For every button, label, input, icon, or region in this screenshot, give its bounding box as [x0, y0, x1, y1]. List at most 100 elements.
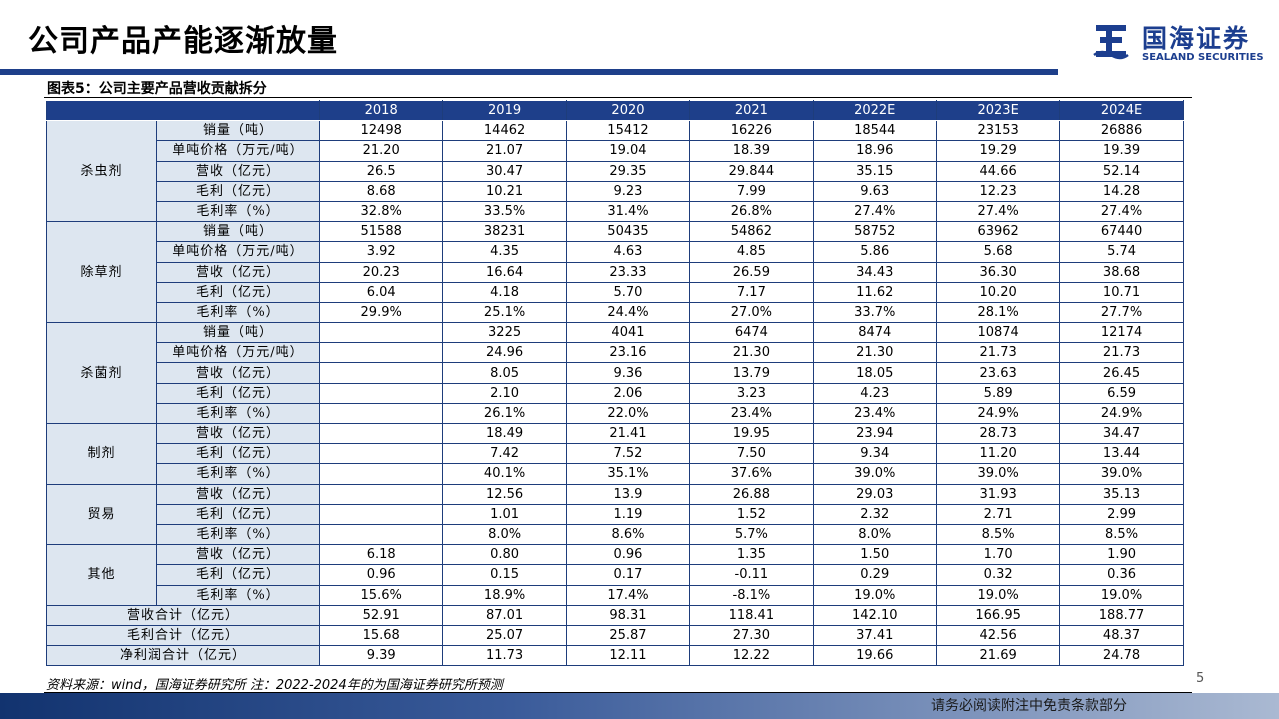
value-cell	[318, 402, 444, 425]
value-cell: 19.95	[689, 422, 814, 445]
value-cell: 0.32	[935, 564, 1061, 586]
value-cell: 25.1%	[442, 301, 567, 324]
value-cell: 7.99	[689, 180, 814, 202]
total-row: 毛利合计（亿元） 15.68 25.07 25.87 27.30 37.41 42.56 48…	[46, 624, 1184, 647]
table-row: 毛利（亿元） 2.10 2.06 3.23 4.23 5.89 6.59	[47, 382, 1184, 404]
value-cell: 0.96	[565, 544, 691, 566]
value-cell: 5.89	[935, 382, 1061, 404]
value-cell: 12174	[1059, 322, 1184, 344]
metric-label: 销量（吨）	[156, 322, 320, 344]
value-cell: 30.47	[442, 160, 567, 182]
table-row: 毛利（亿元） 1.01 1.19 1.52 2.32 2.71 2.99	[47, 503, 1184, 525]
table-row: 单吨价格（万元/吨） 21.20 21.07 19.04 18.39 18.96 19.29…	[47, 140, 1184, 162]
value-cell: 12498	[318, 120, 444, 142]
total-value-cell: 11.73	[442, 645, 567, 667]
value-cell: 33.5%	[442, 200, 567, 223]
metric-label: 营收（亿元）	[156, 544, 320, 566]
value-cell: 35.13	[1059, 483, 1184, 505]
value-cell: 13.9	[565, 483, 691, 505]
value-cell: 54862	[689, 221, 814, 243]
value-cell: 29.9%	[318, 301, 444, 324]
value-cell: 28.1%	[935, 301, 1061, 324]
year-header: 2019	[442, 99, 567, 122]
total-value-cell: 188.77	[1059, 604, 1184, 626]
source-note: 资料来源：wind，国海证券研究所 注：2022-2024年的为国海证券研究所预…	[46, 678, 503, 693]
value-cell: 14462	[442, 120, 567, 142]
total-value-cell: 37.41	[812, 624, 937, 647]
value-cell: 5.86	[812, 241, 937, 263]
value-cell	[318, 342, 444, 364]
value-cell: 29.844	[689, 160, 814, 182]
metric-label: 毛利（亿元）	[156, 503, 320, 525]
value-cell	[318, 503, 444, 525]
metric-label: 毛利（亿元）	[156, 443, 320, 465]
metric-label: 营收（亿元）	[156, 422, 320, 445]
value-cell: 8.5%	[1059, 523, 1184, 546]
metric-label: 毛利率（%）	[156, 402, 320, 425]
caption-divider	[44, 97, 1192, 98]
value-cell: 9.34	[812, 443, 937, 465]
year-header: 2018	[318, 99, 444, 122]
table-row: 毛利（亿元） 6.04 4.18 5.70 7.17 11.62 10.20 10.71	[47, 281, 1184, 303]
value-cell: -0.11	[689, 564, 814, 586]
value-cell: 19.0%	[1059, 584, 1184, 606]
year-header: 2024E	[1059, 99, 1184, 122]
value-cell: 39.0%	[935, 463, 1061, 485]
total-value-cell: 42.56	[935, 624, 1061, 647]
value-cell: 33.7%	[812, 301, 937, 324]
table-row: 毛利（亿元） 7.42 7.52 7.50 9.34 11.20 13.44	[47, 443, 1184, 465]
value-cell	[318, 463, 444, 485]
total-label: 营收合计（亿元）	[46, 604, 320, 626]
value-cell: 19.04	[565, 140, 691, 162]
table-row: 杀虫剂 销量（吨） 12498 14462 15412 16226 18544 23153 26…	[46, 120, 1184, 223]
table-row: 毛利率（%） 32.8% 33.5% 31.4% 26.8% 27.4% 27.4% 27.4…	[47, 200, 1184, 223]
total-value-cell: 98.31	[565, 604, 691, 626]
value-cell: 9.63	[812, 180, 937, 202]
value-cell: 21.30	[689, 342, 814, 364]
table-row: 毛利率（%） 8.0% 8.6% 5.7% 8.0% 8.5% 8.5%	[47, 523, 1184, 546]
value-cell: 38.68	[1059, 261, 1184, 283]
value-cell: 10.21	[442, 180, 567, 202]
value-cell: 23.63	[935, 362, 1061, 384]
value-cell: 18.9%	[442, 584, 567, 606]
total-value-cell: 48.37	[1059, 624, 1184, 647]
value-cell: 2.10	[442, 382, 567, 404]
value-cell: 8.5%	[935, 523, 1061, 546]
product-category: 贸易	[46, 483, 157, 546]
metric-label: 销量（吨）	[156, 120, 320, 142]
metric-label: 毛利（亿元）	[156, 382, 320, 404]
value-cell: 0.17	[565, 564, 691, 586]
table-row: 营收（亿元） 20.23 16.64 23.33 26.59 34.43 36.30 38.6…	[47, 261, 1184, 283]
value-cell	[318, 322, 444, 344]
value-cell: 23.94	[812, 422, 937, 445]
value-cell: 21.73	[935, 342, 1061, 364]
source-divider	[44, 692, 1192, 693]
value-cell: 63962	[935, 221, 1061, 243]
metric-label: 单吨价格（万元/吨）	[156, 140, 320, 162]
value-cell: 2.06	[565, 382, 691, 404]
metric-label: 单吨价格（万元/吨）	[156, 342, 320, 364]
value-cell: 10874	[935, 322, 1061, 344]
page-title: 公司产品产能逐渐放量	[28, 24, 338, 59]
value-cell: 19.0%	[812, 584, 937, 606]
value-cell: 39.0%	[812, 463, 937, 485]
total-value-cell: 9.39	[318, 645, 444, 667]
value-cell: 5.68	[935, 241, 1061, 263]
value-cell: 14.28	[1059, 180, 1184, 202]
value-cell: 23.4%	[812, 402, 937, 425]
total-value-cell: 25.07	[442, 624, 567, 647]
value-cell: 1.35	[689, 544, 814, 566]
header-blank-cell	[46, 99, 320, 122]
total-value-cell: 24.78	[1059, 645, 1184, 667]
value-cell: 26.5	[318, 160, 444, 182]
value-cell	[318, 443, 444, 465]
value-cell: 18.39	[689, 140, 814, 162]
value-cell: 27.4%	[812, 200, 937, 223]
value-cell: 23.4%	[689, 402, 814, 425]
value-cell: 6.04	[318, 281, 444, 303]
value-cell: 8.6%	[565, 523, 691, 546]
value-cell: 44.66	[935, 160, 1061, 182]
value-cell: 26.88	[689, 483, 814, 505]
value-cell: 2.99	[1059, 503, 1184, 525]
value-cell: 31.4%	[565, 200, 691, 223]
